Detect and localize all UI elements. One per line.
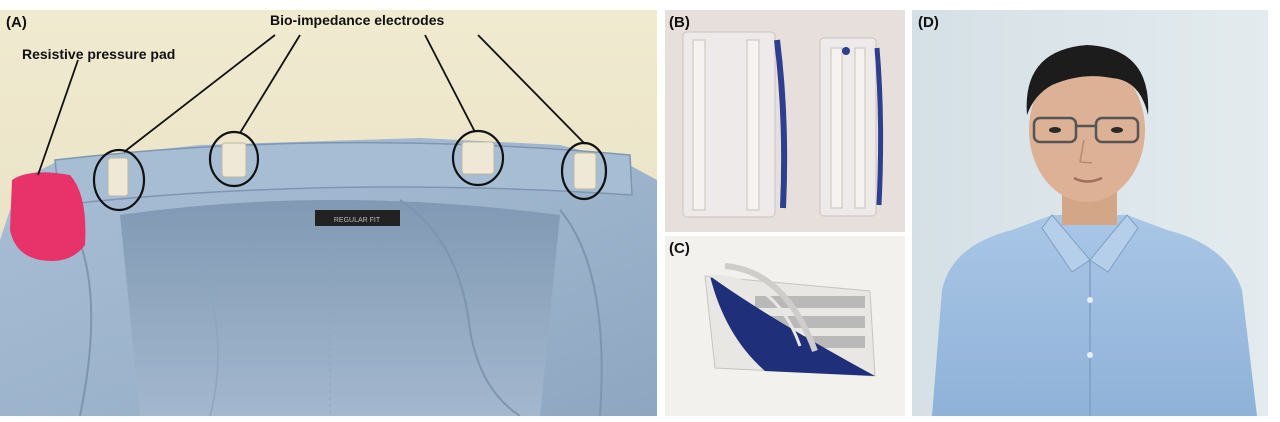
shirt-tag-text: REGULAR FIT (334, 217, 381, 224)
textile-electrode-3 (831, 48, 842, 208)
film-strip-2 (820, 38, 876, 216)
electrode-3 (462, 142, 494, 174)
electrode-1 (108, 158, 128, 196)
electrode-4 (574, 153, 596, 189)
electrode-2 (222, 143, 246, 177)
textile-electrode-2 (747, 40, 759, 210)
shirt-collar-photo: REGULAR FIT (0, 10, 657, 416)
panel-a: REGULAR FIT (A) Resistive pressure pad B… (0, 10, 657, 416)
textile-electrode-4 (855, 48, 865, 208)
collar-inside (120, 200, 560, 416)
pressure-pad (10, 172, 85, 261)
annotation-electrodes: Bio-impedance electrodes (270, 12, 444, 28)
electrode-strips-photo (665, 10, 905, 232)
shirt-button-2 (1087, 352, 1093, 358)
shirt-button-1 (1087, 297, 1093, 303)
panel-label-c: (C) (669, 240, 690, 257)
annotation-pressure-pad: Resistive pressure pad (22, 46, 175, 62)
panel-d: (D) (912, 10, 1268, 416)
textile-electrode-1 (693, 40, 705, 210)
peeled-electrode-photo (665, 236, 905, 416)
subject-portrait-photo (912, 10, 1268, 416)
panel-label-a: (A) (6, 14, 27, 31)
panel-c: (C) (665, 236, 905, 416)
panel-label-d: (D) (918, 14, 939, 31)
panel-label-b: (B) (669, 14, 690, 31)
panel-b: (B) (665, 10, 905, 232)
